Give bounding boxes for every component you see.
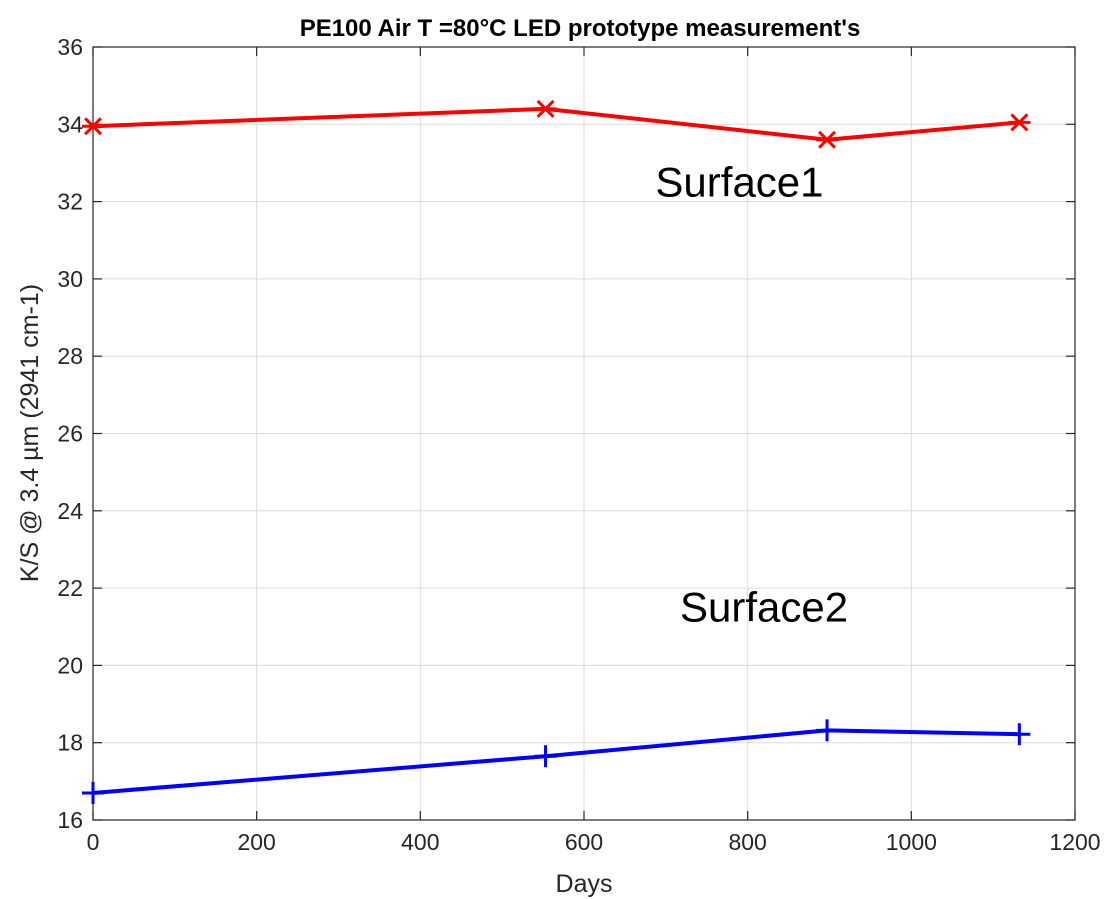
grid	[92, 46, 1076, 821]
series-1	[82, 99, 1031, 149]
data-point	[534, 745, 557, 768]
data-point	[1008, 113, 1031, 132]
y-axis-label: K/S @ 3.4 µm (2941 cm-1)	[16, 284, 44, 582]
series-2	[82, 719, 1031, 804]
annotation-2: Surface2	[680, 583, 848, 630]
data-point	[82, 781, 104, 804]
y-tick-label: 36	[57, 34, 83, 60]
chart-title: PE100 Air T =80°C LED prototype measurem…	[300, 15, 861, 42]
series-line	[92, 106, 1020, 142]
y-tick-label: 28	[57, 343, 83, 369]
y-tick-label: 20	[57, 652, 83, 678]
x-tick-label: 200	[237, 829, 275, 855]
x-tick-label: 400	[401, 829, 439, 855]
data-point	[1008, 723, 1031, 746]
x-tick-label: 1000	[886, 829, 937, 855]
y-tick-label: 26	[57, 421, 83, 447]
data-point	[534, 99, 557, 118]
series-line	[92, 728, 1020, 795]
annotation-1: Surface1	[655, 158, 823, 205]
data-point	[816, 719, 839, 742]
y-tick-label: 18	[57, 730, 83, 756]
data-point	[82, 117, 104, 136]
series-layer	[82, 99, 1031, 804]
axis-ticks: 0 200 400 600 800 1000 1200 16 18 20 22 24 26 28 30 32 3…	[57, 34, 1100, 855]
y-tick-label: 32	[57, 189, 83, 215]
y-tick-label: 24	[57, 498, 83, 524]
x-tick-label: 1200	[1049, 829, 1100, 855]
y-tick-label: 16	[57, 807, 83, 833]
x-tick-label: 800	[728, 829, 766, 855]
y-tick-label: 30	[57, 266, 83, 292]
data-point	[816, 130, 839, 149]
x-axis-label: Days	[556, 870, 613, 898]
annotations: Surface1 Surface2	[655, 158, 848, 630]
y-tick-label: 34	[57, 111, 83, 137]
y-tick-label: 22	[57, 575, 83, 601]
x-tick-label: 600	[565, 829, 603, 855]
x-tick-label: 0	[87, 829, 100, 855]
